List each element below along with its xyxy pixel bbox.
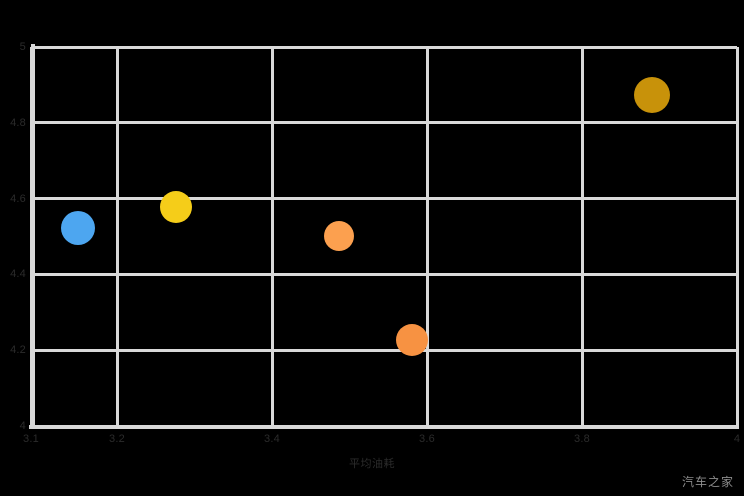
gridline-vertical bbox=[580, 47, 584, 426]
point-yellow[interactable] bbox=[159, 190, 192, 223]
point-blue[interactable] bbox=[61, 211, 96, 246]
y-axis-tick-labels: 5 4.8 4.6 4.4 4.2 4 bbox=[0, 0, 26, 496]
y-axis-tick-label: 5 bbox=[19, 41, 26, 53]
point-gold[interactable] bbox=[633, 77, 670, 114]
x-axis-tick-label: 3.1 bbox=[23, 433, 39, 445]
plot-area bbox=[29, 45, 739, 428]
gridline-horizontal bbox=[31, 272, 737, 276]
y-axis-tick-label: 4.6 bbox=[10, 192, 26, 205]
point-orange[interactable] bbox=[396, 323, 429, 356]
gridline-vertical bbox=[735, 47, 739, 426]
x-axis-tick-label: 4 bbox=[733, 433, 741, 445]
y-axis-tick-label: 4.4 bbox=[10, 268, 26, 281]
y-axis-tick-label: 4 bbox=[19, 420, 26, 432]
gridline-horizontal bbox=[31, 45, 737, 49]
x-axis-tick-label: 3.8 bbox=[574, 433, 590, 445]
watermark: 汽车之家 bbox=[681, 475, 734, 489]
gridline-horizontal bbox=[31, 121, 737, 125]
x-axis-line bbox=[29, 425, 739, 429]
x-axis-tick-label: 3.6 bbox=[419, 433, 435, 445]
x-axis-title: 平均油耗 bbox=[349, 458, 395, 470]
x-axis-tick-label: 3.2 bbox=[109, 433, 125, 445]
y-axis-tick-label: 4.8 bbox=[10, 116, 26, 129]
gridline-vertical bbox=[115, 47, 119, 426]
y-axis-tick-label: 4.2 bbox=[10, 344, 26, 357]
point-light-orange[interactable] bbox=[323, 221, 354, 252]
gridline-horizontal bbox=[31, 197, 737, 201]
gridline-vertical bbox=[270, 47, 274, 426]
x-axis-tick-label: 3.4 bbox=[264, 433, 280, 445]
y-axis-line bbox=[31, 44, 35, 429]
gridline-horizontal bbox=[31, 348, 737, 352]
gridline-vertical bbox=[425, 47, 429, 426]
